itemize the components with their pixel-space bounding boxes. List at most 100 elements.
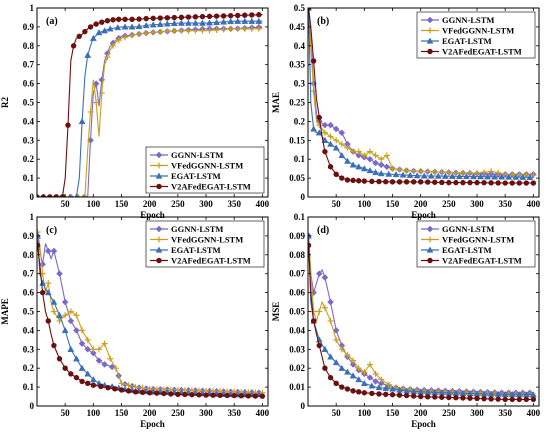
data-point (199, 13, 206, 20)
data-point (112, 386, 118, 392)
data-point (93, 99, 100, 106)
data-point (382, 384, 390, 391)
data-point (396, 166, 403, 173)
y-tick-label: 0.05 (289, 307, 305, 317)
data-point (87, 108, 94, 115)
data-point (220, 18, 228, 25)
data-point (333, 336, 340, 343)
data-point (369, 178, 375, 185)
data-point (310, 308, 317, 315)
data-point (122, 16, 128, 23)
legend-label: EGAT-LSTM (171, 171, 221, 181)
data-point (177, 19, 185, 26)
data-point (241, 25, 248, 32)
data-point (56, 311, 63, 318)
y-axis-label: MAE (271, 92, 281, 113)
data-point (310, 58, 317, 64)
y-tick-label: 0.06 (289, 288, 305, 298)
data-point (378, 156, 385, 163)
data-point (350, 357, 357, 364)
y-tick-label: 0 (30, 401, 35, 411)
data-point (316, 114, 322, 121)
data-point (512, 173, 520, 180)
data-point (61, 194, 68, 197)
data-point (389, 165, 396, 172)
data-point (327, 374, 334, 381)
x-tick-label: 350 (498, 199, 512, 209)
y-tick-label: 0.2 (23, 154, 35, 164)
series-group (37, 229, 266, 399)
data-point (350, 388, 356, 394)
y-tick-label: 0.7 (23, 60, 35, 70)
data-point (227, 17, 235, 25)
data-point (46, 194, 53, 197)
x-tick-label: 350 (227, 199, 241, 209)
data-point (139, 389, 146, 395)
data-point (132, 384, 139, 391)
data-point (79, 378, 85, 385)
y-tick-label: 0.5 (23, 98, 35, 108)
data-point (234, 25, 241, 32)
y-tick-label: 0.5 (23, 307, 35, 317)
data-point (389, 179, 396, 185)
data-point (350, 148, 357, 155)
data-point (192, 19, 199, 26)
data-point (338, 364, 346, 371)
x-axis-label: Epoch (140, 210, 165, 220)
data-point (164, 15, 170, 21)
data-point (502, 396, 508, 403)
data-point (213, 18, 221, 26)
data-point (403, 392, 410, 399)
data-point (45, 280, 52, 287)
y-tick-label: 0.45 (289, 22, 305, 32)
data-point (327, 140, 334, 147)
legend-label: GGNN-LSTM (171, 224, 223, 234)
data-point (62, 312, 69, 319)
legend-label: EGAT-LSTM (442, 245, 492, 255)
data-point (463, 172, 470, 180)
data-point (315, 129, 323, 136)
data-point (432, 179, 438, 185)
data-point (396, 392, 403, 398)
data-point (40, 194, 47, 197)
data-point (115, 37, 122, 44)
data-point (175, 391, 181, 397)
data-point (135, 22, 143, 30)
y-tick-label: 0.04 (289, 325, 305, 335)
x-tick-label: 300 (470, 408, 484, 418)
data-point (85, 380, 91, 387)
data-point (44, 247, 52, 255)
data-point (389, 391, 396, 398)
data-point (259, 393, 266, 399)
data-point (481, 395, 487, 402)
data-point (99, 19, 105, 25)
data-point (203, 392, 209, 398)
data-point (93, 21, 99, 27)
data-point (67, 345, 75, 352)
data-point (523, 180, 530, 186)
legend-label: GGNN-LSTM (171, 150, 223, 160)
legend-swatch-marker (427, 27, 433, 34)
y-tick-label: 0.6 (23, 79, 35, 89)
data-point (56, 270, 63, 278)
data-point (369, 390, 375, 397)
data-point (210, 392, 216, 398)
legend-swatch-marker (155, 246, 163, 253)
data-point (106, 25, 114, 32)
y-tick-label: 0.4 (23, 325, 35, 335)
data-point (118, 387, 125, 393)
data-point (84, 51, 92, 58)
x-tick-label: 50 (332, 408, 342, 418)
data-point (360, 379, 368, 386)
data-point (505, 173, 513, 180)
legend-swatch-marker (427, 236, 433, 243)
data-point (132, 389, 139, 395)
data-point (516, 396, 522, 403)
legend-swatch-marker (156, 162, 162, 169)
data-point (321, 129, 328, 136)
legend-swatch-marker (426, 246, 434, 253)
data-point (530, 396, 537, 403)
data-point (372, 378, 379, 385)
data-point (73, 355, 80, 362)
legend-label: GGNN-LSTM (442, 15, 494, 25)
